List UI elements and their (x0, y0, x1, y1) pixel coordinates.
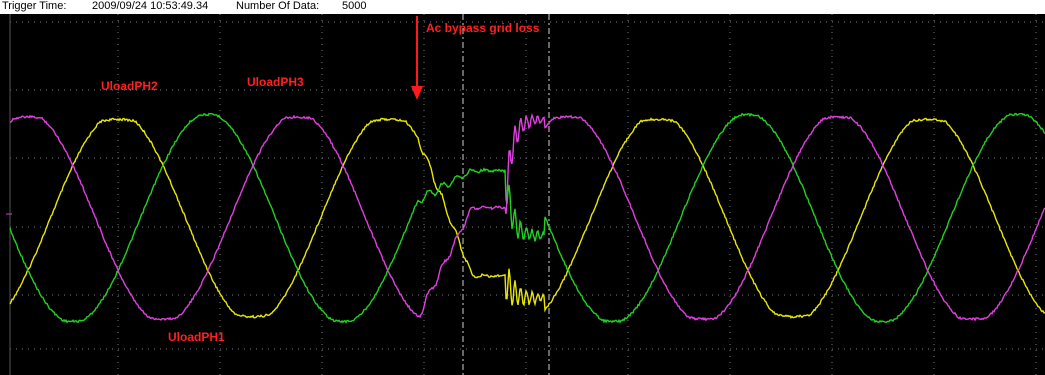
waveforms (9, 112, 1045, 324)
grid (6, 14, 1045, 375)
event-arrow (411, 16, 423, 100)
series-line-uloadph3 (9, 113, 1045, 322)
annotation-ac-bypass-grid-loss: Ac bypass grid loss (426, 21, 540, 35)
series-label-uloadph3: UloadPH3 (247, 75, 304, 89)
waveform-chart (6, 14, 1045, 375)
series-label-uloadph2: UloadPH2 (101, 79, 158, 93)
trigger-info-bar: Trigger Time: 2009/09/24 10:53:49.34 Num… (0, 0, 1045, 14)
series-line-uloadph1 (9, 117, 1045, 319)
event-arrow-head (411, 86, 423, 100)
series-label-uloadph1: UloadPH1 (168, 330, 225, 344)
data-count-label: Number Of Data: (236, 0, 320, 12)
oscilloscope-plot-area: Ac bypass grid loss UloadPH2 UloadPH3 Ul… (0, 14, 1045, 375)
trigger-time-label: Trigger Time: (2, 0, 67, 12)
trigger-time-value: 2009/09/24 10:53:49.34 (92, 0, 209, 12)
cursor-lines (462, 14, 550, 375)
series-line-uloadph2 (9, 112, 1045, 324)
data-count-value: 5000 (342, 0, 367, 12)
